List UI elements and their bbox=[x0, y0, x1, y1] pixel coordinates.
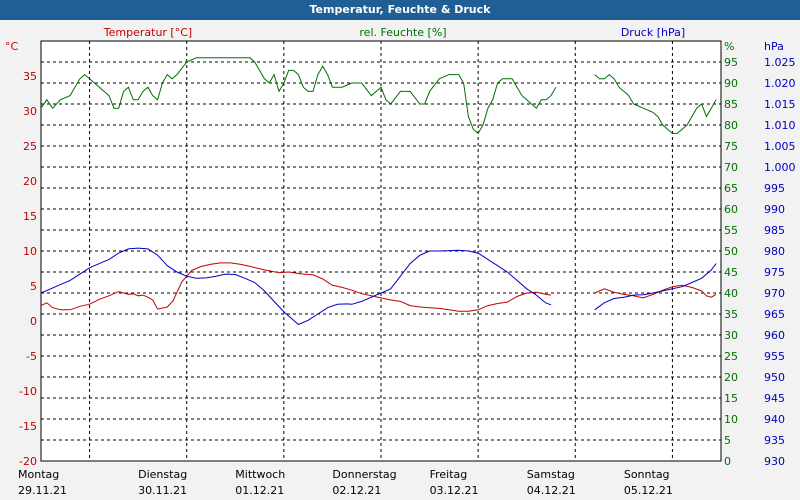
humidity-tick-label: 25 bbox=[724, 350, 738, 363]
humidity-series-line bbox=[40, 57, 717, 135]
humidity-tick-label: 65 bbox=[724, 182, 738, 195]
series-group bbox=[40, 57, 717, 326]
pressure-tick-label: 950 bbox=[764, 371, 785, 384]
humidity-tick-label: 15 bbox=[724, 392, 738, 405]
x-date-label: 29.11.21 bbox=[18, 484, 67, 497]
temperature-tick-label: 25 bbox=[23, 140, 37, 153]
pressure-tick-label: 1.000 bbox=[764, 161, 796, 174]
pressure-tick-label: 1.020 bbox=[764, 77, 796, 90]
pressure-tick-label: 970 bbox=[764, 287, 785, 300]
x-date-label: 04.12.21 bbox=[527, 484, 576, 497]
axis-labels: Temperatur [°C] rel. Feuchte [%] Druck [… bbox=[5, 26, 784, 53]
humidity-tick-label: 30 bbox=[724, 329, 738, 342]
pressure-tick-label: 940 bbox=[764, 413, 785, 426]
chart-title: Temperatur, Feuchte & Druck bbox=[309, 3, 491, 16]
temperature-tick-label: -20 bbox=[19, 455, 37, 468]
pressure-tick-label: 960 bbox=[764, 329, 785, 342]
humidity-tick-label: 50 bbox=[724, 245, 738, 258]
x-day-label: Freitag bbox=[430, 468, 468, 481]
pressure-tick-label: 1.025 bbox=[764, 56, 796, 69]
pressure-tick-label: 1.005 bbox=[764, 140, 796, 153]
temperature-tick-label: 20 bbox=[23, 175, 37, 188]
pressure-unit: hPa bbox=[764, 40, 784, 53]
x-date-label: 01.12.21 bbox=[235, 484, 284, 497]
grid bbox=[41, 41, 721, 461]
pressure-tick-label: 955 bbox=[764, 350, 785, 363]
x-day-label: Dienstag bbox=[138, 468, 187, 481]
temperature-tick-label: 5 bbox=[30, 280, 37, 293]
pressure-tick-label: 1.010 bbox=[764, 119, 796, 132]
humidity-tick-label: 0 bbox=[724, 455, 731, 468]
chart-title-bar: Temperatur, Feuchte & Druck bbox=[0, 0, 800, 20]
temperature-tick-label: 30 bbox=[23, 105, 37, 118]
temperature-tick-label: -15 bbox=[19, 420, 37, 433]
humidity-tick-label: 20 bbox=[724, 371, 738, 384]
humidity-unit: % bbox=[724, 40, 734, 53]
temperature-tick-label: 15 bbox=[23, 210, 37, 223]
humidity-tick-label: 80 bbox=[724, 119, 738, 132]
axis-ticks: -20 -15 -10 -5 0 5 10 15 20 25 30 35 0 5 10 15 20 25 30 35 4… bbox=[18, 56, 796, 497]
pressure-tick-label: 935 bbox=[764, 434, 785, 447]
x-day-label: Montag bbox=[18, 468, 59, 481]
temperature-tick-label: 10 bbox=[23, 245, 37, 258]
temperature-tick-label: -10 bbox=[19, 385, 37, 398]
temperature-tick-label: 35 bbox=[23, 70, 37, 83]
humidity-tick-label: 40 bbox=[724, 287, 738, 300]
humidity-tick-label: 5 bbox=[724, 434, 731, 447]
x-day-label: Samstag bbox=[527, 468, 575, 481]
temperature-tick-label: 0 bbox=[30, 315, 37, 328]
humidity-tick-label: 85 bbox=[724, 98, 738, 111]
temperature-series-line bbox=[40, 262, 717, 312]
x-date-label: 30.11.21 bbox=[138, 484, 187, 497]
pressure-tick-label: 985 bbox=[764, 224, 785, 237]
x-day-label: Donnerstag bbox=[332, 468, 396, 481]
weather-chart: Temperatur [°C] rel. Feuchte [%] Druck [… bbox=[5, 26, 796, 497]
x-date-label: 05.12.21 bbox=[624, 484, 673, 497]
pressure-series-line bbox=[40, 247, 717, 326]
x-day-label: Sonntag bbox=[624, 468, 670, 481]
humidity-tick-label: 75 bbox=[724, 140, 738, 153]
humidity-tick-label: 45 bbox=[724, 266, 738, 279]
pressure-tick-label: 965 bbox=[764, 308, 785, 321]
temperature-unit: °C bbox=[5, 40, 19, 53]
pressure-tick-label: 995 bbox=[764, 182, 785, 195]
humidity-tick-label: 95 bbox=[724, 56, 738, 69]
humidity-tick-label: 90 bbox=[724, 77, 738, 90]
x-date-label: 02.12.21 bbox=[332, 484, 381, 497]
humidity-axis-label: rel. Feuchte [%] bbox=[359, 26, 446, 39]
pressure-tick-label: 990 bbox=[764, 203, 785, 216]
humidity-tick-label: 60 bbox=[724, 203, 738, 216]
pressure-tick-label: 975 bbox=[764, 266, 785, 279]
humidity-tick-label: 35 bbox=[724, 308, 738, 321]
pressure-axis-label: Druck [hPa] bbox=[621, 26, 685, 39]
x-day-label: Mittwoch bbox=[235, 468, 285, 481]
temperature-tick-label: -5 bbox=[26, 350, 37, 363]
pressure-tick-label: 980 bbox=[764, 245, 785, 258]
pressure-tick-label: 945 bbox=[764, 392, 785, 405]
pressure-tick-label: 1.015 bbox=[764, 98, 796, 111]
x-date-label: 03.12.21 bbox=[430, 484, 479, 497]
pressure-tick-label: 930 bbox=[764, 455, 785, 468]
humidity-tick-label: 10 bbox=[724, 413, 738, 426]
humidity-tick-label: 55 bbox=[724, 224, 738, 237]
temperature-axis-label: Temperatur [°C] bbox=[103, 26, 192, 39]
humidity-tick-label: 70 bbox=[724, 161, 738, 174]
